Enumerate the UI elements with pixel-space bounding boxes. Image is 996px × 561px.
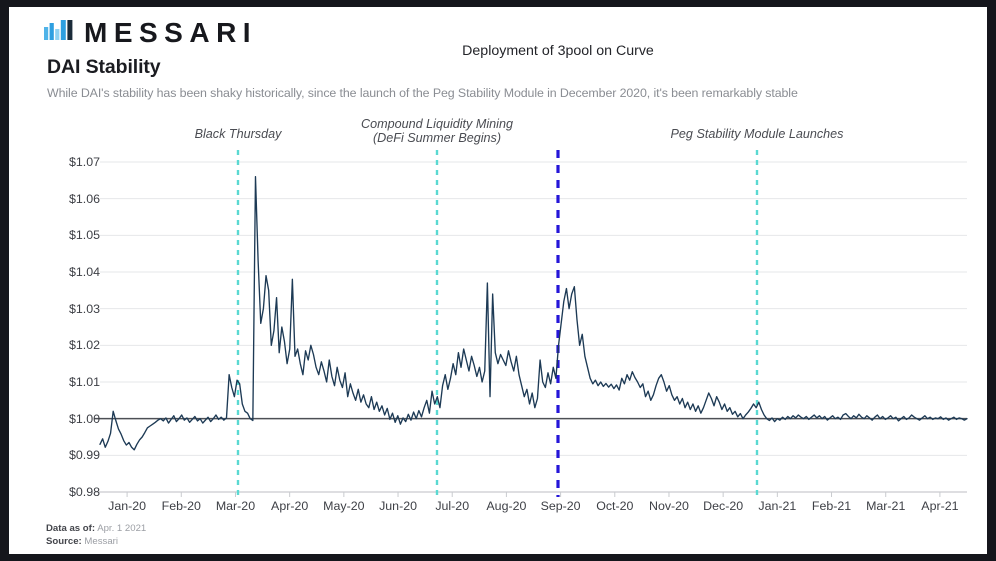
- data-as-of-line: Data as of: Apr. 1 2021: [46, 523, 146, 536]
- x-axis-tick-label: Mar-21: [866, 499, 906, 513]
- x-axis-tick-label: Mar-20: [215, 499, 256, 513]
- y-axis-ticks: $1.07 $1.06 $1.05 $1.04 $1.03 $1.02 $1.01 $1.00…: [45, 7, 100, 554]
- source-value: Messari: [84, 535, 118, 547]
- y-axis-tick-label: $1.07: [68, 155, 100, 169]
- data-as-of-value: Apr. 1 2021: [97, 523, 147, 534]
- x-axis-tick-label: Feb-21: [811, 499, 852, 513]
- y-axis-tick-label: $0.99: [68, 448, 100, 463]
- y-axis-tick-label: $1.03: [68, 301, 100, 316]
- x-axis-tick-label: May-20: [323, 499, 365, 513]
- x-axis-tick-label: Apr-21: [921, 499, 959, 513]
- annotation-text: Black Thursday: [194, 127, 282, 141]
- messari-logo: MESSARI: [44, 15, 257, 51]
- annotation-text-line2: (DeFi Summer Begins): [372, 131, 502, 146]
- x-axis-tick-label: Jul-20: [435, 499, 470, 513]
- x-axis-tick-label: Apr-20: [271, 499, 309, 513]
- y-axis-tick-label: $1.01: [68, 375, 100, 389]
- messari-bars-logo-icon: [44, 20, 73, 40]
- annotation-label-black-thursday: Black Thursday: [195, 127, 282, 141]
- x-axis-tick-label: Oct-20: [596, 499, 634, 513]
- annotation-text: Deployment of 3pool on Curve: [462, 43, 654, 59]
- chart-footer: Data as of: Apr. 1 2021 Source: Messari: [46, 523, 146, 548]
- y-axis-tick-label: $1.06: [68, 191, 100, 206]
- source-line: Source: Messari: [46, 536, 146, 549]
- x-axis-tick-label: Aug-20: [486, 499, 527, 513]
- page-title: DAI Stability: [47, 56, 161, 78]
- x-axis-tick-label: Jan-20: [108, 499, 147, 513]
- annotation-label-deployment-3pool-curve: Deployment of 3pool on Curve: [462, 43, 654, 59]
- y-axis-tick-label: $1.05: [68, 228, 100, 243]
- x-axis-tick-label: Sep-20: [540, 499, 581, 513]
- x-axis-tick-label: Feb-20: [161, 499, 201, 513]
- annotation-text: Compound Liquidity Mining: [361, 117, 513, 131]
- page-subtitle: While DAI's stability has been shaky his…: [47, 86, 798, 100]
- chart-canvas: MESSARI DAI Stability While DAI's stabil…: [9, 7, 987, 554]
- brand-name: MESSARI: [84, 17, 258, 48]
- y-axis-tick-label: $1.02: [68, 338, 100, 353]
- data-as-of-label: Data as of:: [46, 523, 96, 534]
- annotation-label-compound-liquidity-mining: Compound Liquidity Mining (DeFi Summer Be…: [361, 117, 513, 145]
- annotation-text: Peg Stability Module Launches: [670, 127, 844, 141]
- annotation-label-peg-stability-module: Peg Stability Module Launches: [671, 127, 844, 141]
- x-axis-tick-label: Jun-20: [379, 499, 417, 513]
- y-axis-tick-label: $1.00: [68, 411, 100, 426]
- price-line-chart: [94, 150, 968, 497]
- y-axis-tick-label: $0.98: [68, 485, 100, 499]
- x-axis-tick-label: Nov-20: [648, 499, 689, 513]
- x-axis-tick-label: Dec-20: [703, 499, 744, 513]
- x-axis-tick-label: Jan-21: [758, 499, 797, 513]
- price-series-line: [99, 175, 968, 451]
- source-label: Source:: [46, 535, 82, 547]
- y-axis-tick-label: $1.04: [68, 265, 100, 279]
